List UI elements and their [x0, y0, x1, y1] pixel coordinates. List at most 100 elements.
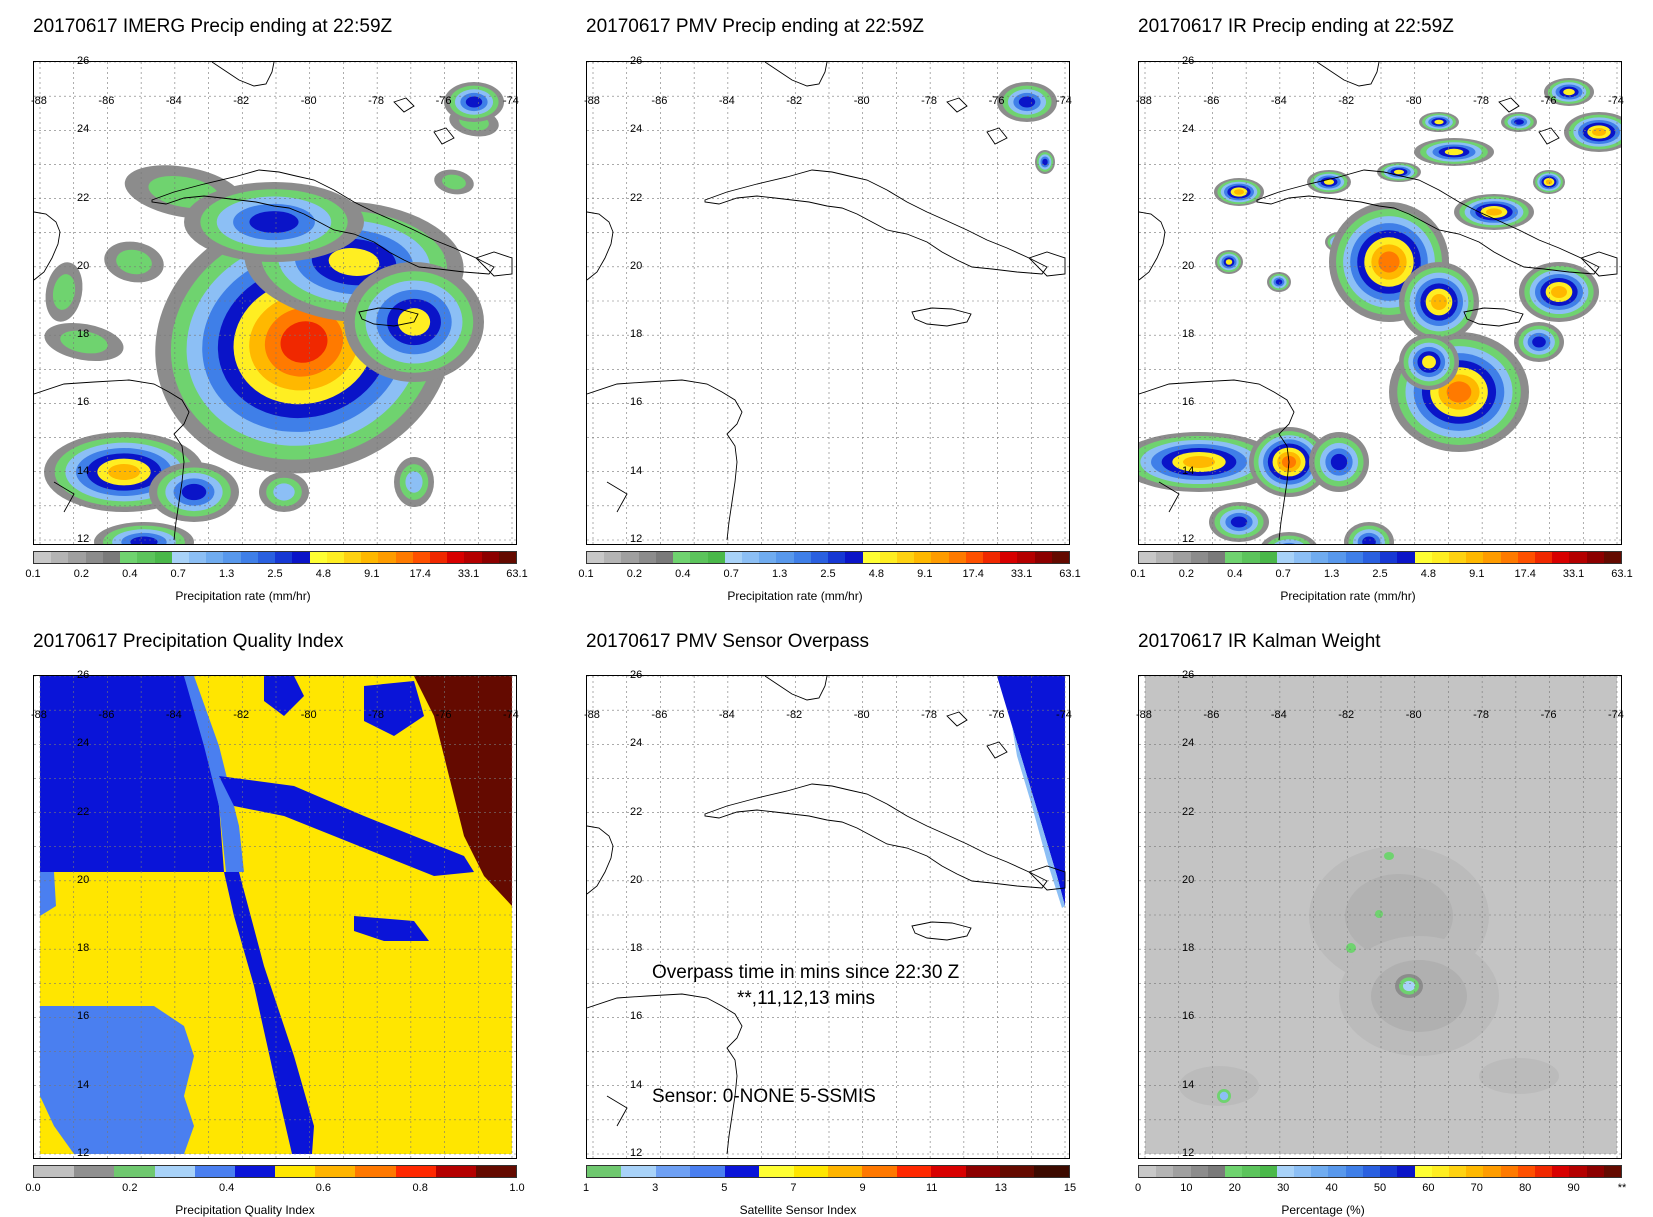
sensor-colorbar [586, 1165, 1070, 1178]
lat-tick-label: 12 [1182, 1147, 1195, 1159]
colorbar-swatch [655, 1166, 691, 1177]
colorbar-swatch [1345, 1166, 1363, 1177]
colorbar-tick-label: 0.7 [170, 568, 186, 580]
colorbar-swatch [1362, 1166, 1381, 1177]
lon-tick-label: -82 [1338, 709, 1355, 721]
colorbar-swatch [102, 552, 121, 563]
colorbar-title-ir: Precipitation rate (mm/hr) [1280, 589, 1416, 603]
colorbar-title-pqi: Precipitation Quality Index [175, 1203, 315, 1217]
colorbar-swatch [1466, 552, 1484, 563]
lat-tick-label: 16 [630, 1010, 643, 1023]
lon-tick-label: -74 [1056, 95, 1072, 107]
lon-tick-label: -78 [921, 709, 938, 721]
colorbar-tick-label: 0.6 [315, 1182, 332, 1194]
colorbar-swatch [690, 1166, 725, 1177]
colorbar-swatch [724, 1166, 760, 1177]
colorbar-swatch [475, 1166, 517, 1177]
colorbar-swatch [481, 552, 499, 563]
colorbar-swatch [638, 552, 656, 563]
colorbar-swatch [1242, 1166, 1260, 1177]
lon-tick-label: -84 [718, 709, 735, 721]
colorbar-swatch [1156, 552, 1174, 563]
colorbar-tick-label: 2.5 [1372, 568, 1388, 580]
lon-tick-label: -80 [1405, 709, 1422, 721]
colorbar-swatch [51, 552, 69, 563]
colorbar-swatch [343, 552, 362, 563]
colorbar-swatch [34, 1166, 75, 1177]
colorbar-swatch [1345, 552, 1363, 563]
colorbar-swatch [793, 552, 811, 563]
colorbar-swatch [1586, 552, 1604, 563]
lat-tick-label: 24 [77, 737, 90, 750]
colorbar-tick-label: 4.8 [315, 568, 332, 580]
colorbar-swatch [1535, 1166, 1553, 1177]
colorbar-swatch [1380, 552, 1398, 563]
precip-colorbar-pmv [586, 551, 1070, 564]
colorbar-swatch [206, 552, 224, 563]
colorbar-tick-label: 20 [1228, 1182, 1241, 1194]
lon-tick-label: -82 [786, 709, 803, 721]
lon-tick-label: -84 [165, 95, 182, 107]
lon-tick-label: -88 [1136, 95, 1152, 107]
lat-tick-label: 24 [630, 123, 643, 136]
colorbar-tick-label: 1 [582, 1182, 590, 1194]
colorbar-tick-label: 17.4 [409, 568, 431, 580]
colorbar-swatch [74, 1166, 115, 1177]
colorbar-tick-label: 17.4 [962, 568, 984, 580]
lat-tick-label: 12 [1182, 533, 1195, 545]
colorbar-swatch [68, 552, 86, 563]
colorbar-swatch [275, 1166, 316, 1177]
lat-tick-label: 24 [77, 123, 90, 136]
colorbar-swatch [1259, 1166, 1277, 1177]
lat-tick-label: 14 [630, 1078, 643, 1091]
colorbar-tick-label: 0.4 [1227, 568, 1243, 580]
colorbar-swatch [1552, 552, 1570, 563]
colorbar-swatch [1431, 1166, 1449, 1177]
lon-tick-label: -78 [368, 709, 385, 721]
colorbar-tick-label: 0.2 [1178, 568, 1195, 580]
colorbar-tick-label: 0.1 [1130, 568, 1146, 580]
lon-tick-label: -82 [233, 95, 250, 107]
colorbar-swatch [315, 1166, 356, 1177]
kalman-colorbar [1138, 1165, 1622, 1178]
panel-title-pqi: 20170617 Precipitation Quality Index [33, 631, 344, 652]
lat-tick-label: 24 [630, 737, 643, 750]
lat-tick-label: 12 [77, 1147, 90, 1159]
colorbar-tick-label: 9.1 [364, 568, 380, 580]
colorbar-swatch [1414, 1166, 1432, 1177]
colorbar-title-sensor: Satellite Sensor Index [739, 1203, 857, 1217]
colorbar-swatch [896, 552, 915, 563]
lat-tick-label: 18 [77, 942, 90, 955]
colorbar-swatch [1483, 552, 1501, 563]
colorbar-tick-label: 0.2 [122, 1182, 138, 1194]
lon-tick-label: -82 [786, 95, 803, 107]
lat-tick-label: 16 [630, 396, 643, 409]
colorbar-swatch [965, 552, 984, 563]
colorbar-swatch [1207, 1166, 1226, 1177]
colorbar-swatch [1259, 552, 1277, 563]
lon-tick-label: -76 [435, 709, 452, 721]
colorbar-swatch [1431, 552, 1449, 563]
lon-tick-label: -88 [1136, 709, 1152, 721]
colorbar-swatch [435, 1166, 476, 1177]
colorbar-swatch [724, 552, 742, 563]
colorbar-swatch [621, 552, 639, 563]
colorbar-swatch [257, 552, 276, 563]
lat-tick-label: 24 [1182, 737, 1195, 750]
lon-tick-label: -86 [98, 95, 115, 107]
lon-tick-label: -78 [1473, 709, 1490, 721]
lon-tick-label: -76 [435, 95, 452, 107]
lat-tick-label: 20 [630, 873, 643, 886]
lon-tick-label: -80 [853, 95, 870, 107]
colorbar-swatch [621, 1166, 656, 1177]
colorbar-swatch [1535, 552, 1553, 563]
colorbar-swatch [1500, 1166, 1518, 1177]
colorbar-swatch [793, 1166, 828, 1177]
colorbar-tick-label: 33.1 [1562, 568, 1585, 580]
colorbar-swatch [1483, 1166, 1501, 1177]
pqi-colorbar [33, 1165, 517, 1178]
colorbar-swatch [309, 552, 327, 563]
colorbar-swatch [1328, 552, 1346, 563]
lat-tick-label: 18 [1182, 328, 1195, 341]
imerg-precip-map [33, 61, 517, 545]
